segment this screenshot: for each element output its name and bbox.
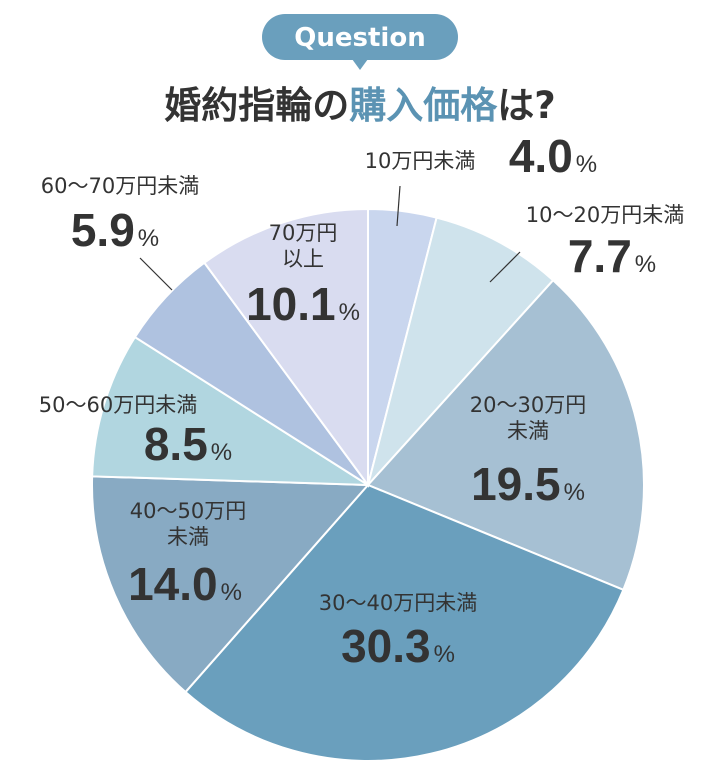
value-number: 5.9 (71, 204, 135, 256)
pie-slice (184, 483, 625, 762)
category-line: 30〜40万円未満 (319, 591, 477, 615)
value-label: 7.7% (568, 230, 656, 282)
category-label: 20〜30万円未満 (470, 393, 586, 443)
value-label: 8.5% (144, 418, 232, 470)
value-unit: % (434, 641, 455, 668)
category-label: 10〜20万円未満 (526, 203, 684, 227)
value-unit: % (339, 299, 360, 326)
category-line: 以上 (282, 247, 324, 271)
leader-line (489, 251, 521, 283)
value-unit: % (211, 439, 232, 466)
value-label: 14.0% (128, 558, 242, 610)
badge-bg (262, 14, 458, 60)
category-label: 50〜60万円未満 (39, 393, 197, 417)
value-unit: % (576, 151, 597, 178)
title-segment: は? (497, 84, 555, 127)
value-label: 5.9% (71, 204, 159, 256)
category-label: 30〜40万円未満 (319, 591, 477, 615)
chart-title: 婚約指輪の購入価格は? (164, 84, 555, 127)
value-unit: % (635, 251, 656, 278)
value-number: 10.1 (246, 278, 336, 330)
value-unit: % (138, 225, 159, 252)
value-label: 30.3% (341, 620, 455, 672)
value-unit: % (221, 579, 242, 606)
category-line: 10万円未満 (365, 149, 476, 173)
value-number: 30.3 (341, 620, 431, 672)
value-number: 7.7 (568, 230, 632, 282)
value-unit: % (564, 479, 585, 506)
category-line: 10〜20万円未満 (526, 203, 684, 227)
category-line: 70万円 (269, 221, 338, 245)
badge-text: Question (294, 23, 425, 53)
category-label: 70万円以上 (269, 221, 338, 271)
value-number: 14.0 (128, 558, 218, 610)
pie-slice (202, 207, 369, 489)
category-line: 50〜60万円未満 (39, 393, 197, 417)
category-label: 40〜50万円未満 (130, 499, 246, 549)
title-segment: 購入価格 (349, 84, 498, 127)
value-number: 4.0 (509, 130, 573, 182)
value-number: 19.5 (471, 458, 561, 510)
leader-line (396, 185, 401, 227)
category-line: 40〜50万円 (130, 499, 246, 523)
value-number: 8.5 (144, 418, 208, 470)
badge-pointer (352, 59, 368, 70)
category-label: 60〜70万円未満 (41, 174, 199, 198)
value-label: 19.5% (471, 458, 585, 510)
category-line: 20〜30万円 (470, 393, 586, 417)
title-segment: 婚約指輪の (164, 84, 349, 127)
category-line: 未満 (507, 419, 549, 443)
category-line: 60〜70万円未満 (41, 174, 199, 198)
value-label: 4.0% (509, 130, 597, 182)
value-label: 10.1% (246, 278, 360, 330)
category-label: 10万円未満 (365, 149, 476, 173)
pie-slice (367, 216, 555, 486)
pie-slice (91, 475, 371, 694)
badge: Question (262, 14, 458, 70)
leader-line (139, 257, 173, 291)
pie (91, 207, 645, 762)
pie-slice (91, 335, 372, 487)
category-line: 未満 (167, 525, 209, 549)
